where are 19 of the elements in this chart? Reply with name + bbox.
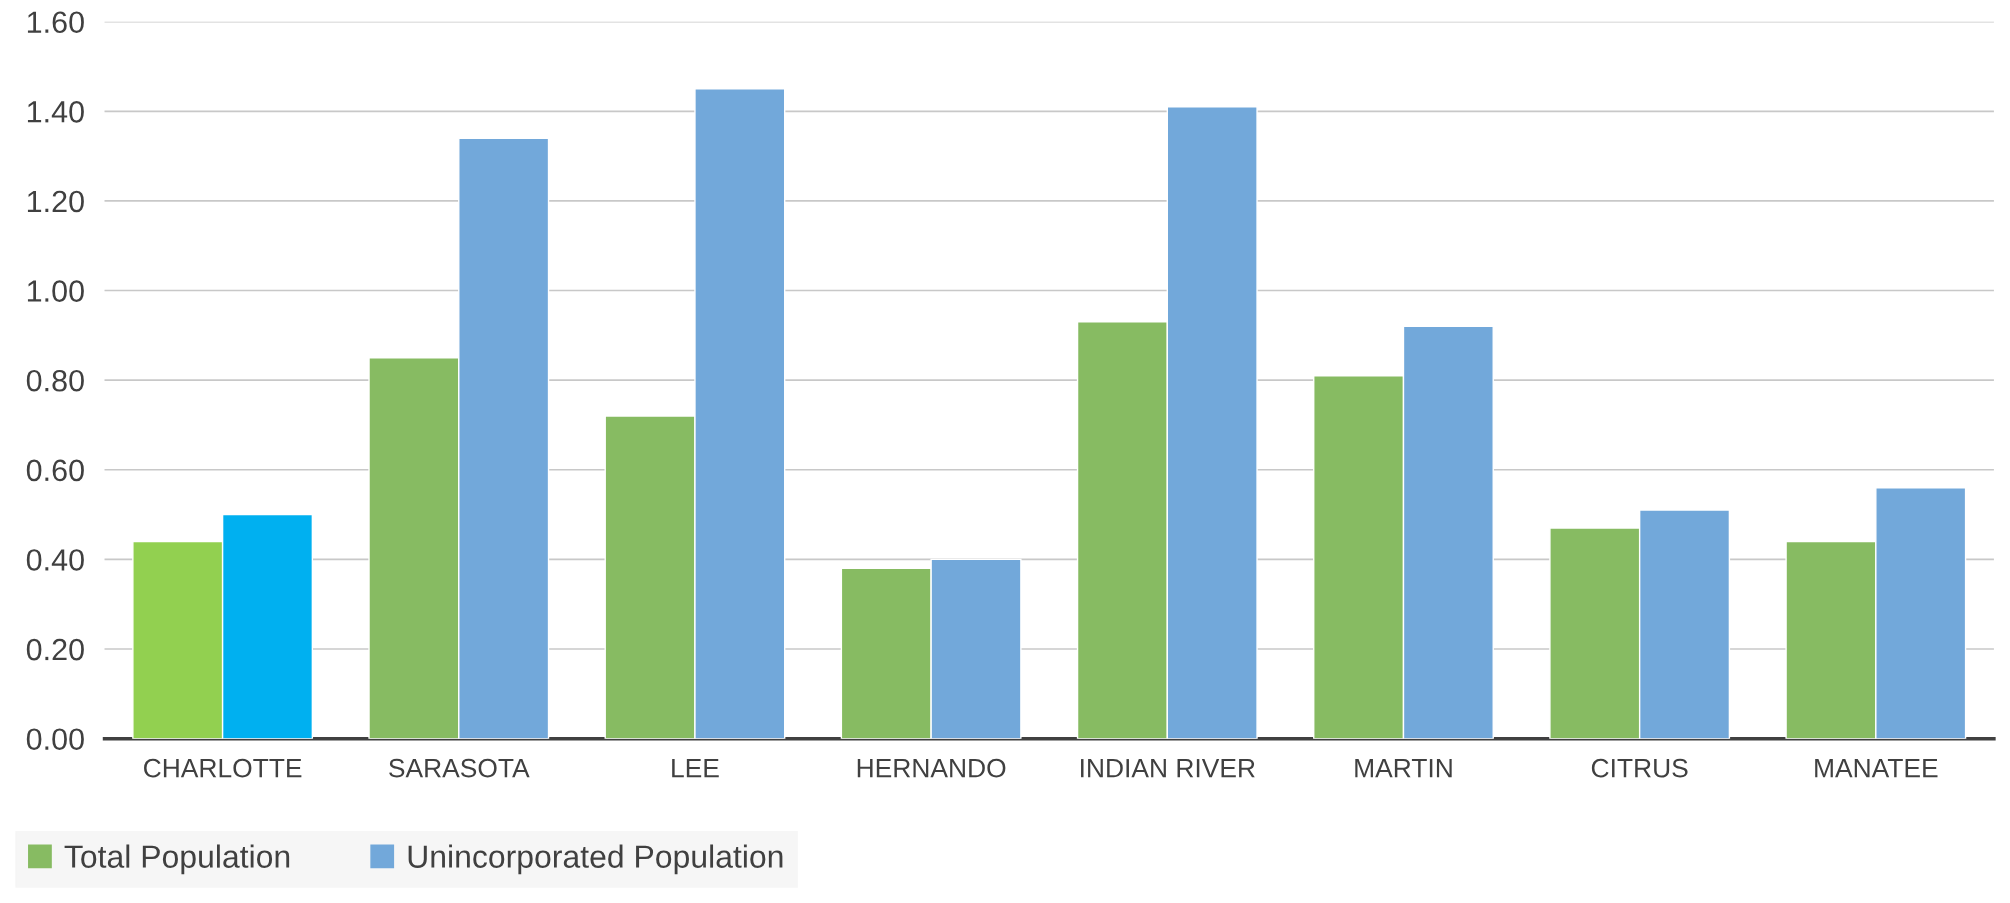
x-tick-label: SARASOTA [389, 758, 530, 778]
y-tick-label: 0.00 [26, 728, 84, 751]
y-tick-label: 1.00 [27, 280, 84, 302]
y-tick-label: 1.20 [27, 190, 84, 213]
x-tick-label: HERNANDO [857, 758, 1006, 778]
x-tick-label: CHARLOTTE [144, 758, 302, 778]
legend-label: Total Population [64, 844, 290, 875]
y-tick-label: 1.40 [27, 101, 84, 123]
legend-label: Unincorporated Population [408, 844, 783, 875]
y-tick-label: 0.80 [26, 369, 84, 392]
x-tick-label: MANATEE [1815, 759, 1938, 778]
y-tick-label: 0.20 [26, 638, 84, 661]
x-tick-label: LEE [672, 759, 719, 778]
x-tick-label: CITRUS [1591, 758, 1688, 778]
x-tick-label: INDIAN RIVER [1081, 759, 1255, 778]
x-tick-label: MARTIN [1355, 759, 1452, 778]
y-tick-label: 0.40 [26, 549, 84, 571]
y-tick-label: 1.60 [27, 11, 84, 34]
y-tick-label: 0.60 [26, 459, 84, 482]
